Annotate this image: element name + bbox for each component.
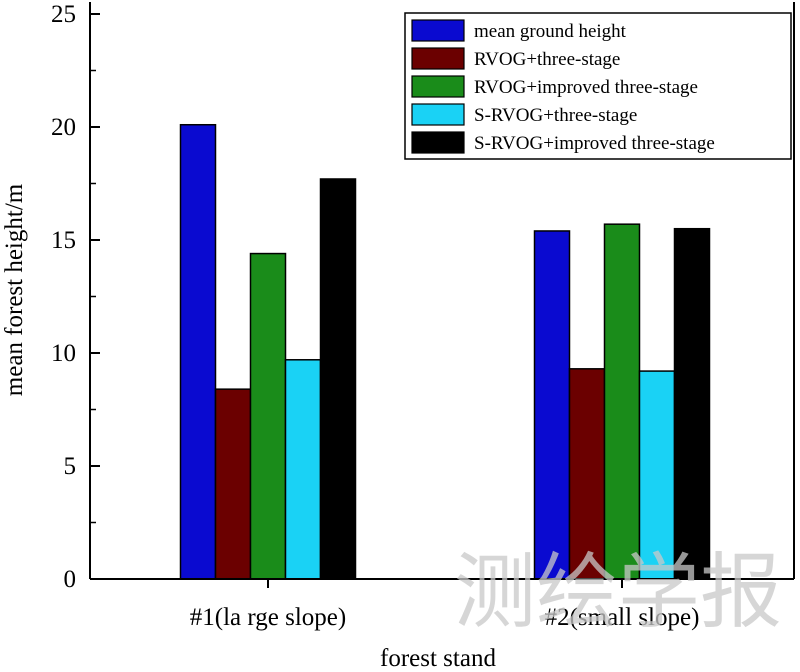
watermark-text: 测绘学报 [454, 545, 782, 640]
y-axis-title: mean forest height/m [1, 183, 28, 396]
y-tick-label: 10 [51, 340, 76, 367]
y-tick-label: 25 [51, 1, 76, 28]
legend-box [404, 12, 792, 160]
legend-label-2: RVOG+three-stage [474, 49, 620, 70]
x-axis-title: forest stand [380, 645, 496, 672]
y-ticks: 0 5 10 15 20 25 [51, 1, 100, 593]
legend-label-5: S-RVOG+improved three-stage [474, 133, 715, 154]
legend-label-4: S-RVOG+three-stage [474, 105, 637, 126]
bar-series-1-category-2 [533, 230, 571, 580]
bar-series-2-category-1 [214, 388, 252, 580]
y-tick-label: 20 [51, 114, 76, 141]
bar-series-3-category-2 [603, 223, 641, 580]
legend-swatch-5 [411, 131, 465, 154]
y-tick-label: 0 [64, 566, 77, 593]
legend-label-3: RVOG+improved three-stage [474, 77, 698, 98]
bar-series-1-category-1 [179, 123, 217, 580]
x-tick-label: #1(la rge slope) [190, 604, 346, 631]
y-tick-label: 5 [64, 453, 77, 480]
legend-swatch-4 [411, 103, 465, 126]
legend-swatch-1 [411, 19, 465, 42]
legend: mean ground height RVOG+three-stage RVOG+i… [404, 12, 792, 160]
bar-series-5-category-2 [673, 227, 711, 580]
legend-swatch-3 [411, 75, 465, 98]
bar-series-5-category-1 [319, 178, 357, 580]
bar-series-4-category-2 [638, 370, 676, 580]
x-tick-label: #2(small slope) [545, 604, 700, 631]
bar-series-3-category-1 [249, 252, 287, 580]
y-tick-label: 15 [51, 227, 76, 254]
legend-swatch-2 [411, 47, 465, 70]
bar-series-2-category-2 [568, 368, 606, 580]
x-ticks: #1(la rge slope) #2(small slope) [190, 579, 700, 631]
bars-layer [179, 123, 711, 580]
bar-series-4-category-1 [284, 359, 322, 580]
legend-label-1: mean ground height [474, 21, 627, 42]
